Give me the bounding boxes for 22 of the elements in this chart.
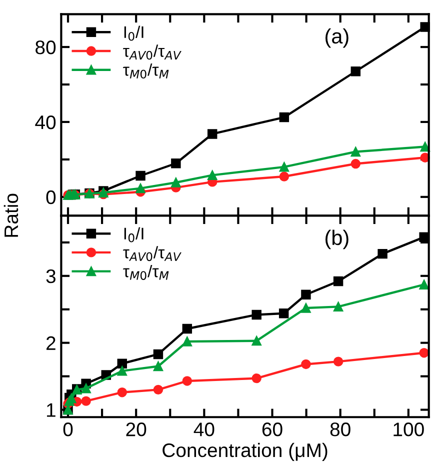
y-axis-title: Ratio [4, 194, 18, 237]
annotation: (b) [325, 230, 348, 250]
x-tick-label: 100 [394, 422, 424, 436]
x-tick-label: 80 [330, 422, 350, 436]
legend-label: τ$_{AV0}$/τ$_{AV}$ [123, 44, 182, 60]
legend-label: τ$_{M0}$/τ$_{M}$ [123, 264, 169, 280]
y-tick-label: 80 [36, 40, 56, 54]
legend-label: τ$_{AV0}$/τ$_{AV}$ [123, 246, 182, 262]
y-tick-label: 0 [46, 190, 56, 204]
legend-label: τ$_{M0}$/τ$_{M}$ [123, 64, 169, 79]
y-tick-label: 40 [35, 115, 56, 130]
x-tick-label: 0 [63, 422, 73, 436]
legend-label: I$_{0}$/I [124, 227, 144, 242]
x-axis-title: Concentration (μM) [162, 442, 328, 461]
y-tick-label: 3 [46, 269, 56, 284]
x-tick-label: 60 [262, 422, 282, 436]
y-tick-label: 1 [47, 403, 56, 417]
annotation: (a) [325, 28, 348, 48]
x-tick-label: 20 [126, 422, 146, 436]
legend-label: I$_{0}$/I [124, 26, 144, 41]
x-tick-label: 40 [194, 422, 214, 436]
y-tick-label: 2 [46, 336, 56, 350]
